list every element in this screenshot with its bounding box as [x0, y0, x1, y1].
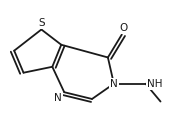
Text: O: O [120, 23, 128, 33]
Text: NH: NH [147, 79, 162, 89]
Text: N: N [55, 93, 62, 103]
Text: S: S [38, 18, 45, 28]
Text: N: N [110, 79, 118, 89]
